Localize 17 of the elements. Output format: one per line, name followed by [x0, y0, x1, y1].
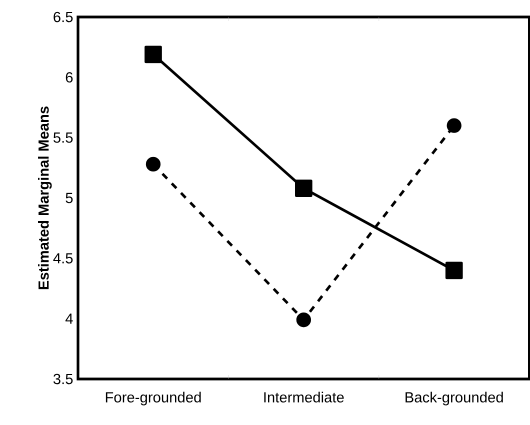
y-tick-label: 6.5 — [54, 12, 73, 22]
y-tick-label: 6 — [66, 72, 73, 83]
point — [446, 118, 462, 133]
y-axis-title: Estimated Marginal Means — [38, 106, 52, 290]
x-tick-label: Back-grounded — [406, 392, 503, 406]
y-tick-label: 4.5 — [53, 253, 73, 264]
x-tick-label: Intermediate — [264, 392, 344, 402]
y-tick-label: 5.5 — [53, 132, 73, 143]
point — [144, 46, 162, 64]
x-tick-label: Fore-grounded — [106, 392, 201, 406]
y-tick-label: 4 — [65, 314, 73, 324]
point — [295, 180, 312, 198]
point — [296, 312, 312, 328]
y-tick-label: 5 — [66, 192, 73, 204]
point — [445, 262, 463, 280]
point — [146, 156, 161, 172]
y-tick-label: 3.5 — [53, 374, 73, 384]
